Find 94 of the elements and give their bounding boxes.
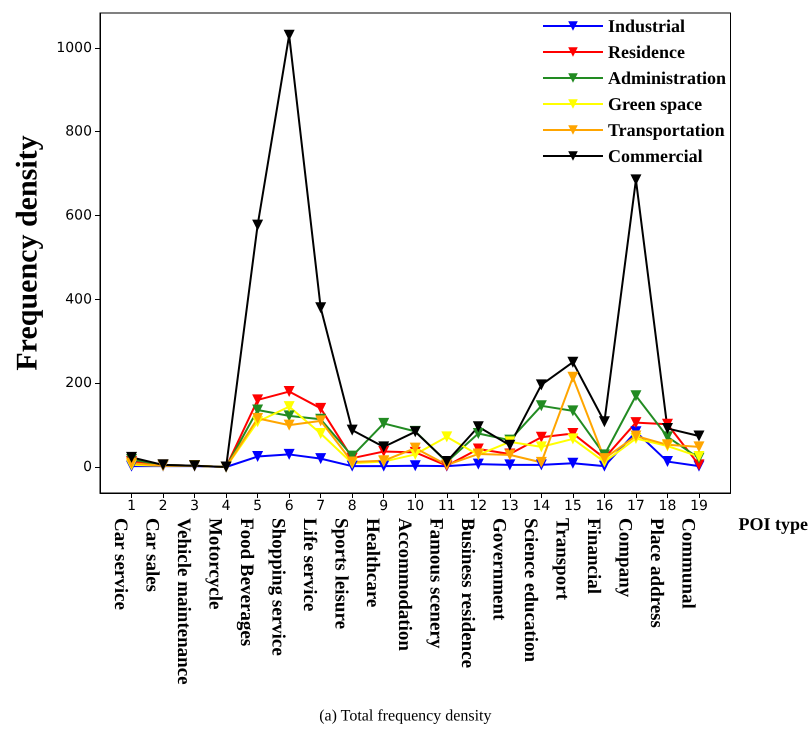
y-tick-label: 400 (65, 291, 92, 308)
legend-label: Commercial (608, 146, 703, 166)
x-tick-label: 5 (253, 498, 262, 514)
x-tick-label: 12 (469, 498, 488, 514)
point (346, 424, 358, 436)
y-tick-label: 0 (83, 459, 92, 476)
legend-label: Residence (608, 42, 685, 62)
text: (a) Total frequency density (319, 708, 492, 724)
x-tick-label: 13 (500, 498, 519, 514)
x-tick-label: 10 (406, 498, 424, 514)
point (536, 379, 547, 390)
text: Car sales (142, 518, 163, 592)
text: Healthcare (362, 518, 384, 608)
point (630, 430, 642, 442)
point (536, 400, 547, 412)
point (567, 356, 578, 368)
x-tick-label: 9 (379, 498, 388, 514)
point (315, 428, 326, 439)
x-tick-label: 7 (316, 498, 326, 514)
x-tick-label: 2 (158, 498, 168, 514)
point (567, 433, 578, 444)
x-tick-label: 8 (348, 498, 357, 514)
point (536, 432, 547, 443)
point (315, 402, 326, 414)
text: Company (614, 518, 636, 598)
legend-label: Industrial (608, 16, 686, 36)
point (252, 451, 264, 462)
text: Car service (110, 518, 132, 610)
point (693, 441, 704, 452)
point (662, 422, 673, 434)
point (693, 430, 704, 442)
point (472, 421, 484, 432)
x-tick-label: 15 (564, 498, 582, 514)
text: Transport (551, 518, 572, 601)
point (410, 442, 421, 454)
point (441, 431, 452, 442)
text: Place address (646, 518, 667, 628)
point (315, 302, 326, 314)
legend-label: Green space (608, 94, 702, 114)
point (284, 410, 295, 422)
point (284, 420, 295, 431)
y-tick-label: 200 (65, 375, 92, 392)
text: Sports leisure (330, 518, 352, 630)
x-tick-label: 4 (222, 498, 231, 514)
point (567, 372, 578, 383)
y-tick-label: 1000 (56, 40, 92, 56)
point (315, 453, 326, 464)
point (378, 418, 390, 429)
point (252, 394, 264, 406)
text: Food Beverages (236, 518, 258, 646)
text: Accommodation (394, 518, 415, 652)
text: Business residence (456, 518, 478, 668)
point (410, 460, 421, 472)
point (252, 220, 264, 231)
point (504, 459, 516, 470)
x-axis-title: POI type (738, 514, 808, 534)
text: Shopping service (268, 518, 289, 656)
text: Government (488, 518, 510, 622)
point (504, 440, 516, 451)
x-tick-label: 11 (438, 498, 456, 514)
point (567, 458, 578, 469)
point (536, 441, 547, 452)
text: Communal (677, 518, 698, 609)
x-tick-label: 16 (595, 498, 614, 514)
point (284, 386, 295, 398)
x-tick-label: 14 (532, 498, 550, 514)
x-tick-label: 17 (627, 498, 645, 514)
legend-label: Transportation (608, 120, 725, 140)
legend-label: Administration (608, 68, 726, 88)
point (536, 456, 547, 468)
point (567, 405, 578, 416)
point (662, 456, 673, 468)
text: Financial (582, 518, 604, 594)
text: Vehicle maintenance (173, 518, 194, 685)
point (472, 458, 484, 470)
point (378, 441, 390, 452)
x-tick-label: 19 (690, 498, 708, 514)
x-tick-label: 1 (127, 498, 136, 514)
x-tick-label: 3 (190, 498, 200, 514)
x-tick-label: 6 (284, 498, 294, 514)
point (284, 401, 295, 412)
text: Famous scenery (425, 518, 446, 649)
text: Science education (520, 518, 541, 662)
point (598, 416, 610, 428)
point (630, 417, 642, 428)
text: Motorcycle (204, 518, 226, 610)
point (252, 412, 264, 424)
point (630, 390, 642, 402)
y-tick-label: 600 (65, 207, 92, 224)
y-tick-label: 800 (65, 124, 92, 140)
x-tick-label: 18 (658, 498, 676, 514)
point (284, 448, 295, 460)
text: Life service (299, 518, 320, 612)
y-axis-title: Frequency density (10, 135, 44, 371)
